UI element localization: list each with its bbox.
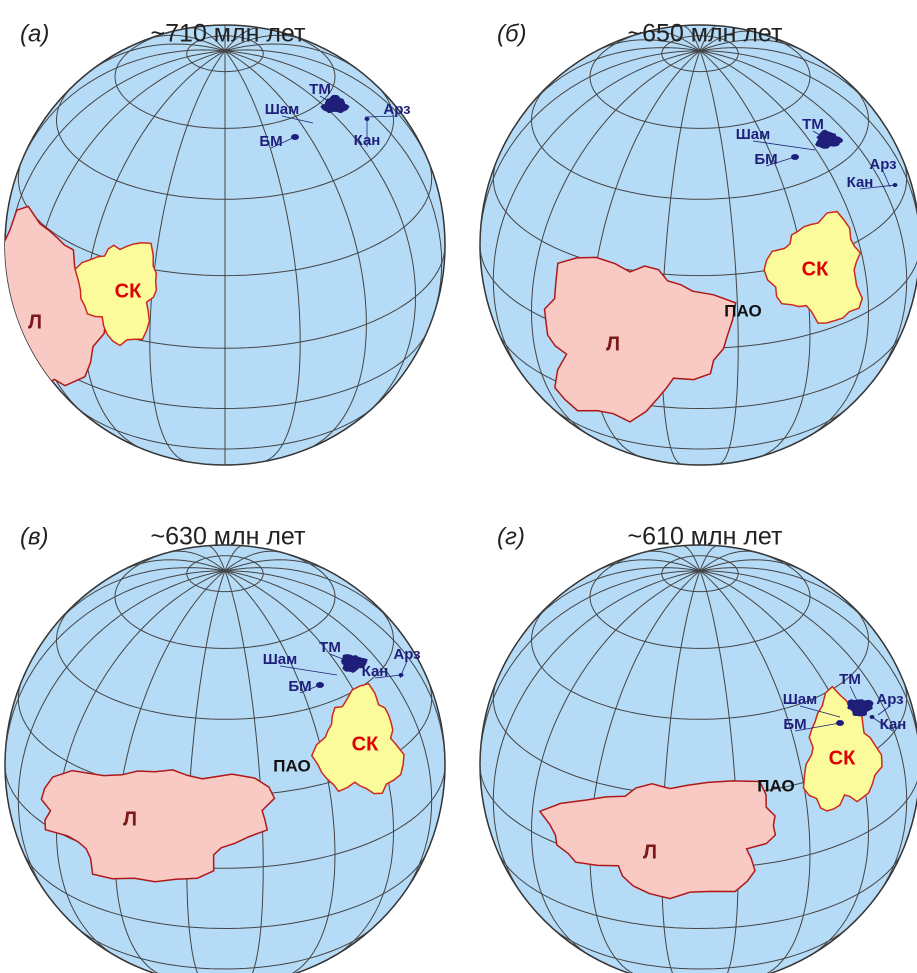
label-sk: СК [352, 733, 379, 755]
label-sk: СК [829, 747, 856, 769]
label-arz: Арз [869, 156, 896, 173]
label-kan: Кан [362, 663, 389, 680]
panel-letter: (г) [497, 523, 525, 550]
label-sham: Шам [783, 691, 818, 708]
label-bm: БМ [783, 716, 806, 733]
label-arz: Арз [383, 101, 410, 118]
label-kan: Кан [354, 132, 381, 149]
panel-age: ~650 млн лет [628, 20, 783, 48]
label-tm: ТМ [839, 671, 861, 688]
panel-age: ~610 млн лет [628, 523, 783, 551]
panel-letter: (а) [20, 20, 49, 47]
label-tm: ТМ [309, 81, 331, 98]
label-sham: Шам [265, 101, 300, 118]
label-sham: Шам [736, 126, 771, 143]
label-kan: Кан [847, 174, 874, 191]
panel-letter: (в) [20, 523, 49, 550]
label-pao: ПАО [724, 301, 762, 320]
label-bm: БМ [259, 133, 282, 150]
label-kan: Кан [880, 716, 907, 733]
label-bm: БМ [754, 151, 777, 168]
panel: (г) ~610 млн лет Л СК ПАО ТМ Шам БМ Арз Кан [480, 523, 917, 973]
label-sham: Шам [263, 651, 298, 668]
figure: (а)~710 млн летЛСКТМШамБМАрзКан(б)~650 м… [0, 0, 917, 973]
label-pao: ПАО [757, 776, 795, 795]
label-tm: ТМ [319, 639, 341, 656]
label-arz: Арз [393, 646, 420, 663]
label-tm: ТМ [802, 116, 824, 133]
label-sk: СК [802, 258, 829, 280]
label-bm: БМ [288, 678, 311, 695]
label-l: Л [123, 808, 137, 830]
label-l: Л [643, 841, 657, 863]
panel-age: ~630 млн лет [151, 523, 306, 551]
panel-age: ~710 млн лет [151, 20, 306, 48]
panel-letter: (б) [497, 20, 526, 47]
label-l: Л [28, 311, 42, 333]
label-sk: СК [115, 280, 142, 302]
label-l: Л [606, 333, 620, 355]
label-arz: Арз [876, 691, 903, 708]
label-pao: ПАО [273, 756, 311, 775]
panel: (в) ~630 млн лет Л СК ПАО ТМ Шам БМ АрзКан [5, 523, 445, 973]
